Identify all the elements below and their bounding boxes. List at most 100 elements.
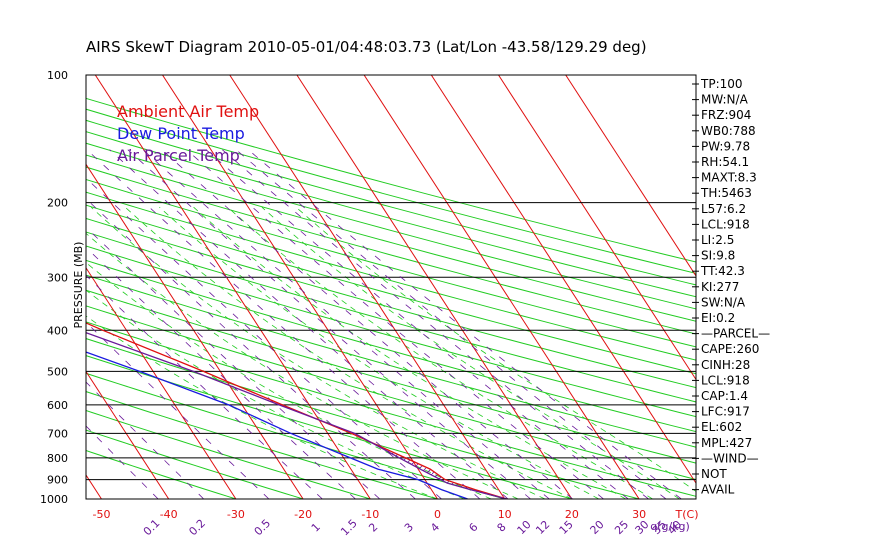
legend-entry: Ambient Air Temp — [117, 102, 259, 121]
isotherm — [363, 75, 640, 499]
index-value: CAPE:260 — [701, 342, 759, 356]
index-value: MPL:427 — [701, 436, 752, 450]
dry-adiabat — [86, 231, 696, 403]
index-value: RH:54.1 — [701, 155, 749, 169]
isotherm — [162, 75, 438, 499]
index-value: SW:N/A — [701, 295, 746, 309]
mixing-ratio-unit: q(g/kg) — [650, 520, 690, 533]
pressure-tick-label: 600 — [47, 399, 68, 412]
index-value: WB0:788 — [701, 124, 756, 138]
mixing-ratio-line — [86, 274, 323, 499]
dry-adiabat — [86, 391, 438, 499]
index-value: LI:2.5 — [701, 233, 734, 247]
dry-adiabat — [86, 372, 505, 499]
pressure-tick-label: 800 — [47, 452, 68, 465]
dry-adiabat — [86, 259, 696, 433]
profile-curves — [86, 322, 507, 499]
mixing-ratio-tick-label: 2 — [366, 520, 380, 534]
pressure-tick-label: 900 — [47, 474, 68, 487]
isotherm — [86, 163, 304, 499]
dry-adiabat — [86, 289, 696, 464]
mixing-ratio-line — [86, 246, 356, 499]
mixing-ratio-tick-label: 0.2 — [186, 517, 208, 539]
index-value: L57:6.2 — [701, 202, 746, 216]
index-value: LCL:918 — [701, 373, 750, 387]
isotherm — [86, 370, 170, 499]
mixing-ratio-tick-label: 0.5 — [252, 517, 274, 539]
isotherm — [296, 75, 573, 499]
mixing-ratio-line — [86, 381, 204, 499]
series-line — [86, 331, 507, 499]
dry-adiabat — [86, 305, 696, 480]
index-value: LCL:918 — [701, 217, 750, 231]
index-value: SI:9.8 — [701, 249, 735, 263]
mixing-ratio-tick-label: 4 — [428, 520, 442, 534]
mixing-ratio-tick-label: 10 — [515, 518, 534, 537]
mixing-ratio-tick-label: 8 — [495, 520, 509, 534]
index-value: TT:42.3 — [700, 264, 745, 278]
pressure-tick-label: 300 — [47, 271, 68, 284]
mixing-ratio-line — [222, 149, 649, 499]
dry-adiabat — [86, 338, 640, 499]
mixing-ratio-line — [86, 198, 416, 499]
index-value: AVAIL — [701, 483, 735, 497]
index-value: MW:N/A — [701, 93, 749, 107]
y-axis-label: PRESSURE (MB) — [72, 242, 85, 329]
moist-adiabat — [261, 206, 680, 499]
plot-grid — [0, 75, 696, 499]
mixing-ratio-line — [205, 149, 629, 499]
bottom-temp-tick-label: 30 — [632, 508, 646, 521]
pressure-tick-label: 400 — [47, 324, 68, 337]
bottom-temp-tick-label: -50 — [93, 508, 111, 521]
dry-adiabat — [86, 191, 696, 361]
moist-adiabat — [86, 262, 492, 499]
dry-adiabat — [86, 166, 696, 335]
moist-adiabat — [86, 232, 519, 499]
chart-title: AIRS SkewT Diagram 2010-05-01/04:48:03.7… — [86, 38, 647, 56]
bottom-temp-tick-label: 20 — [565, 508, 579, 521]
dry-adiabat — [86, 97, 696, 263]
moist-adiabat — [227, 206, 653, 499]
isotherm — [565, 75, 696, 277]
bottom-temp-tick-label: 10 — [498, 508, 512, 521]
moist-adiabat — [86, 315, 438, 499]
legend-entry: Dew Point Temp — [117, 124, 245, 143]
index-value: CINH:28 — [701, 358, 750, 372]
pressure-tick-label: 100 — [47, 69, 68, 82]
mixing-ratio-line — [161, 149, 573, 499]
index-value: TH:5463 — [700, 186, 752, 200]
moist-adiabat — [159, 206, 599, 499]
dry-adiabat — [86, 131, 696, 298]
isotherm — [498, 75, 696, 381]
dry-adiabat — [86, 204, 696, 375]
index-value: —PARCEL— — [701, 327, 770, 341]
dry-adiabat — [86, 142, 696, 310]
mixing-ratio-tick-label: 6 — [466, 520, 480, 534]
index-value: EL:602 — [701, 420, 742, 434]
dry-adiabat — [86, 245, 696, 418]
moist-adiabat — [90, 206, 546, 499]
bottom-temp-tick-label: 0 — [434, 508, 441, 521]
moist-adiabat — [295, 206, 696, 492]
mixing-ratio-line — [247, 149, 682, 499]
mixing-ratio-tick-label: 25 — [612, 518, 631, 537]
isotherm — [0, 75, 34, 499]
dry-adiabat — [86, 409, 371, 499]
index-value: EI:0.2 — [701, 311, 735, 325]
index-value: FRZ:904 — [701, 108, 751, 122]
index-value: KI:277 — [701, 280, 739, 294]
pressure-tick-label: 1000 — [40, 493, 68, 506]
dry-adiabat — [86, 355, 573, 499]
series-line — [86, 351, 468, 499]
pressure-tick-label: 200 — [47, 197, 68, 210]
moist-adiabat — [86, 289, 465, 499]
legend-entry: Air Parcel Temp — [117, 146, 240, 165]
mixing-ratio-tick-label: 20 — [588, 518, 607, 537]
dry-adiabat — [86, 119, 696, 286]
mixing-ratio-line — [86, 321, 270, 499]
moist-adiabat — [193, 206, 626, 499]
bottom-temp-tick-label: -20 — [294, 508, 312, 521]
mixing-ratio-tick-label: 3 — [402, 520, 416, 534]
index-value: NOT — [701, 467, 727, 481]
